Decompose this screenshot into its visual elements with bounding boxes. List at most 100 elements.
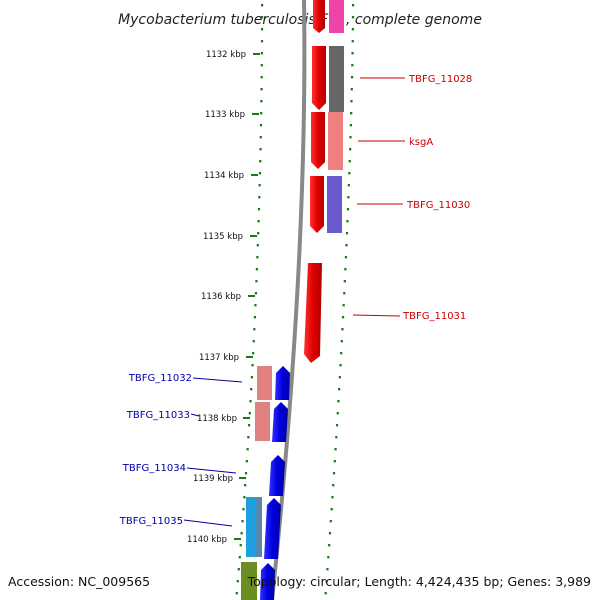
tick-dot — [258, 196, 261, 199]
topology-text: Topology: circular; Length: 4,424,435 bp… — [247, 574, 591, 589]
tick-dot — [333, 460, 336, 463]
tick-dot — [247, 436, 250, 439]
tick-dot — [236, 580, 239, 583]
tick-dot — [252, 340, 255, 343]
tick-dot — [258, 172, 262, 175]
tick-dot — [259, 124, 263, 127]
tick-dot — [256, 244, 259, 247]
tick-dot — [260, 28, 264, 31]
cog-box-TBFG_11035-b — [255, 497, 262, 557]
tick-dot — [351, 64, 354, 67]
gene-arrow-TBFG_11034[interactable] — [269, 455, 285, 496]
tick-dot — [332, 472, 336, 475]
tick-label: 1134 kbp — [204, 171, 244, 181]
cog-box-ksgA — [328, 112, 343, 170]
gene-label-TBFG_11030[interactable]: TBFG_11030 — [406, 200, 470, 211]
forward-labels: TBFG_11028 ksgA TBFG_11030 TBFG_11031 — [352, 74, 472, 322]
tick-label: 1140 kbp — [187, 535, 227, 545]
leader-line — [190, 413, 200, 417]
genome-backbone — [270, 0, 307, 600]
tick-dot — [350, 112, 353, 115]
tick-dot — [252, 352, 255, 355]
tick-dot — [347, 184, 350, 187]
tick-dot — [325, 580, 328, 583]
tick-dot — [240, 532, 243, 535]
tick-marks — [234, 53, 260, 540]
tick-label: 1137 kbp — [199, 353, 239, 363]
tick-dot — [346, 220, 349, 223]
tick-dot — [260, 4, 264, 7]
tick-dot — [350, 76, 354, 79]
tick-dot — [235, 592, 238, 595]
tick-dot — [238, 556, 241, 559]
tick-dot — [350, 88, 353, 91]
gene-arrow-ksgA[interactable] — [311, 112, 325, 169]
tick-dot — [257, 208, 261, 211]
tick-dot — [260, 64, 263, 67]
gene-label-TBFG_11035[interactable]: TBFG_11035 — [119, 516, 183, 527]
tick-dot — [257, 220, 260, 223]
gene-arrow-TBFG_11033[interactable] — [272, 402, 288, 442]
leader-line — [192, 377, 243, 383]
tick-dot — [260, 16, 264, 19]
cog-box-TBFG_11033 — [255, 402, 270, 441]
tick-dot — [347, 196, 350, 199]
gene-arrow-TBFG_11035[interactable] — [264, 498, 281, 559]
tick-dot — [349, 136, 352, 139]
gene-arrow-TBFG_11030[interactable] — [310, 176, 324, 233]
tick-label: 1133 kbp — [205, 110, 245, 120]
tick-dot — [326, 568, 329, 571]
tick-dot — [260, 88, 263, 91]
tick-dot — [254, 292, 258, 295]
tick-dot — [256, 256, 259, 259]
tick-dot — [245, 460, 248, 463]
gene-label-ksgA[interactable]: ksgA — [409, 137, 433, 148]
tick-dot — [248, 424, 251, 427]
gene-label-TBFG_11031[interactable]: TBFG_11031 — [402, 311, 466, 322]
tick-dot — [255, 280, 258, 283]
tick-dot — [329, 520, 332, 523]
tick-label: 1132 kbp — [206, 50, 246, 60]
tick-dot — [260, 76, 263, 79]
tick-dot — [341, 328, 344, 331]
tick-dot — [244, 484, 247, 487]
tick-dot — [337, 400, 340, 403]
tick-dot — [259, 160, 262, 163]
tick-dot — [239, 544, 242, 547]
tick-dot — [334, 448, 337, 451]
tick-dot — [335, 424, 339, 427]
tick-dot — [338, 376, 341, 379]
gene-partial-top-forward — [313, 0, 325, 33]
tick-dot — [343, 280, 346, 283]
tick-dot — [344, 268, 347, 271]
tick-dot — [250, 388, 253, 391]
tick-dot — [328, 532, 332, 535]
tick-dot — [241, 520, 244, 523]
tick-dot — [253, 328, 256, 331]
tick-dot — [260, 100, 263, 103]
cog-box-TBFG_11030 — [327, 176, 342, 233]
gene-label-TBFG_11032[interactable]: TBFG_11032 — [128, 373, 192, 384]
tick-dot — [260, 112, 263, 115]
tick-label: 1135 kbp — [203, 232, 243, 242]
tick-dot — [257, 232, 260, 235]
gene-arrow-TBFG_11028[interactable] — [312, 46, 326, 110]
tick-dot — [345, 244, 348, 247]
gene-label-TBFG_11034[interactable]: TBFG_11034 — [122, 463, 186, 474]
tick-dot — [237, 568, 240, 571]
gene-arrow-TBFG_11031[interactable] — [304, 263, 322, 363]
tick-dot — [341, 316, 345, 319]
gene-label-TBFG_11033[interactable]: TBFG_11033 — [126, 410, 190, 421]
tick-dot — [255, 268, 259, 271]
cog-box-TBFG_11035 — [246, 497, 255, 557]
tick-labels: 1132 kbp 1133 kbp 1134 kbp 1135 kbp 1136… — [187, 50, 246, 545]
tick-dot — [351, 52, 354, 55]
tick-dot — [331, 496, 334, 499]
tick-dot — [351, 40, 354, 43]
tick-dot — [248, 412, 251, 415]
gene-arrow-TBFG_11032[interactable] — [275, 366, 290, 400]
leader-line — [183, 519, 233, 527]
gene-label-TBFG_11028[interactable]: TBFG_11028 — [408, 74, 472, 85]
tick-dot — [258, 184, 261, 187]
